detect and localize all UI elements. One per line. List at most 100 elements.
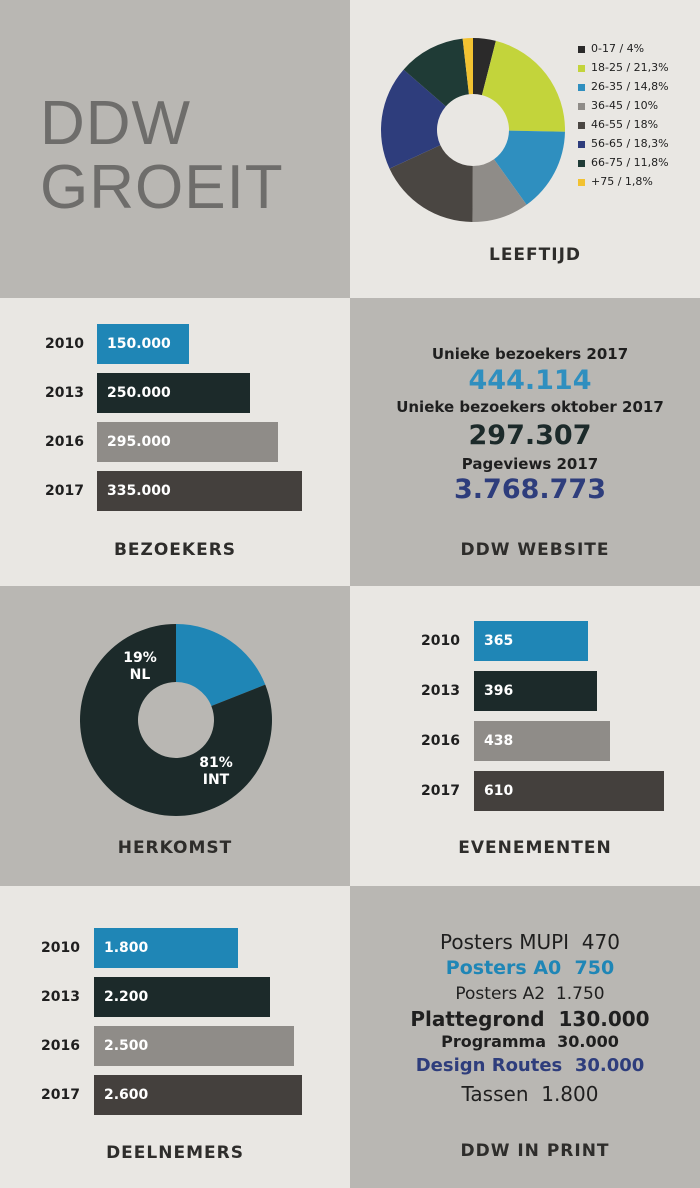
legend-swatch — [578, 121, 585, 129]
print-item-name: Posters A0 — [445, 957, 575, 979]
print-item: Posters MUPI 470 — [360, 930, 700, 954]
bar: 295.000 — [97, 422, 278, 462]
deelnemers-label: DEELNEMERS — [106, 1143, 244, 1163]
print-item-value: 1.750 — [555, 984, 605, 1004]
herkomst-nl-name: NL — [129, 667, 151, 683]
herkomst-nl-label: 19% NL — [110, 650, 170, 684]
herkomst-nl-pct: 19% — [123, 650, 157, 666]
title-line-2: GROEIT — [40, 153, 284, 222]
bar-year-label: 2017 — [421, 783, 460, 799]
print-item-value: 1.800 — [541, 1082, 599, 1106]
legend-label: 36-45 / 10% — [591, 99, 659, 112]
page-title: DDW GROEIT — [40, 92, 284, 220]
leeftijd-legend-item: 18-25 / 21,3% — [578, 61, 669, 74]
print-item-name: Design Routes — [415, 1055, 575, 1076]
website-stat-label-1: Unieke bezoekers 2017 — [431, 345, 629, 363]
print-item-value: 130.000 — [558, 1007, 650, 1031]
legend-label: 18-25 / 21,3% — [591, 61, 669, 74]
print-item-value: 750 — [574, 957, 615, 979]
print-item-name: Posters MUPI — [440, 930, 582, 954]
bar: 2.500 — [94, 1026, 294, 1066]
leeftijd-slice-5 — [381, 69, 446, 169]
bar-year-label: 2013 — [41, 989, 80, 1005]
website-stat-label-2: Unieke bezoekers oktober 2017 — [396, 398, 664, 416]
print-item-name: Tassen — [461, 1082, 542, 1106]
print-item: Tassen 1.800 — [360, 1082, 700, 1106]
leeftijd-legend-item: 56-65 / 18,3% — [578, 137, 669, 150]
herkomst-slice-1 — [80, 624, 273, 816]
leeftijd-legend-item: 26-35 / 14,8% — [578, 80, 669, 93]
bar: 396 — [474, 671, 597, 711]
bar-year-label: 2017 — [41, 1087, 80, 1103]
print-item-value: 470 — [581, 930, 620, 954]
print-item-name: Posters A2 — [455, 984, 556, 1004]
leeftijd-legend-item: +75 / 1,8% — [578, 175, 653, 188]
leeftijd-legend-item: 0-17 / 4% — [578, 42, 644, 55]
bar-year-label: 2010 — [41, 940, 80, 956]
leeftijd-slice-2 — [493, 130, 565, 205]
evenementen-label: EVENEMENTEN — [458, 838, 612, 858]
leeftijd-donut-chart — [381, 38, 565, 222]
bar: 365 — [474, 621, 588, 661]
website-panel — [350, 298, 700, 586]
print-panel — [350, 886, 700, 1188]
print-item: Posters A0 750 — [360, 957, 700, 979]
website-stat-label-3: Pageviews 2017 — [461, 455, 599, 473]
print-item: Programma 30.000 — [360, 1032, 700, 1051]
herkomst-label: HERKOMST — [117, 838, 233, 858]
legend-label: 26-35 / 14,8% — [591, 80, 669, 93]
print-label: DDW IN PRINT — [460, 1141, 610, 1161]
legend-label: 46-55 / 18% — [591, 118, 659, 131]
website-stat-value-3: 3.768.773 — [453, 474, 607, 505]
bar-year-label: 2016 — [45, 434, 84, 450]
leeftijd-slice-3 — [472, 159, 527, 222]
bar-year-label: 2017 — [45, 483, 84, 499]
bar: 2.600 — [94, 1075, 302, 1115]
legend-label: 0-17 / 4% — [591, 42, 645, 55]
leeftijd-label: LEEFTIJD — [488, 245, 582, 265]
leeftijd-slice-4 — [389, 145, 473, 222]
title-line-1: DDW — [40, 89, 192, 158]
legend-swatch — [578, 83, 585, 91]
print-item-name: Programma — [441, 1032, 558, 1051]
leeftijd-slice-1 — [481, 40, 565, 132]
legend-label: 56-65 / 18,3% — [591, 137, 669, 150]
herkomst-int-name: INT — [202, 772, 230, 788]
print-item: Posters A2 1.750 — [360, 984, 700, 1004]
website-stat-value-2: 297.307 — [468, 420, 592, 451]
bar: 2.200 — [94, 977, 270, 1017]
legend-swatch — [578, 45, 585, 53]
legend-swatch — [578, 178, 585, 186]
herkomst-int-pct: 81% — [199, 755, 233, 771]
legend-swatch — [578, 140, 585, 148]
bar: 250.000 — [97, 373, 250, 413]
legend-swatch — [578, 159, 585, 167]
legend-label: 66-75 / 11,8% — [591, 156, 669, 169]
bar-year-label: 2010 — [45, 336, 84, 352]
herkomst-slice-0 — [176, 624, 266, 707]
bar-year-label: 2016 — [421, 733, 460, 749]
website-label: DDW WEBSITE — [460, 540, 610, 560]
legend-label: +75 / 1,8% — [591, 175, 653, 188]
bar-year-label: 2016 — [41, 1038, 80, 1054]
bar: 438 — [474, 721, 610, 761]
leeftijd-slice-0 — [473, 38, 496, 96]
website-stat-value-1: 444.114 — [468, 365, 592, 396]
title-panel — [0, 0, 350, 298]
print-item-value: 30.000 — [574, 1055, 645, 1076]
legend-swatch — [578, 64, 585, 72]
print-item-name: Plattegrond — [410, 1007, 559, 1031]
print-item: Design Routes 30.000 — [360, 1055, 700, 1076]
bar-year-label: 2010 — [421, 633, 460, 649]
leeftijd-slice-6 — [403, 38, 469, 107]
bar: 610 — [474, 771, 664, 811]
bar: 335.000 — [97, 471, 302, 511]
bar: 150.000 — [97, 324, 189, 364]
bezoekers-label: BEZOEKERS — [113, 540, 237, 560]
leeftijd-legend-item: 66-75 / 11,8% — [578, 156, 669, 169]
print-item: Plattegrond 130.000 — [360, 1007, 700, 1031]
bar: 1.800 — [94, 928, 238, 968]
herkomst-int-label: 81% INT — [186, 755, 246, 789]
herkomst-donut-chart — [80, 624, 273, 816]
leeftijd-slice-7 — [462, 38, 473, 95]
